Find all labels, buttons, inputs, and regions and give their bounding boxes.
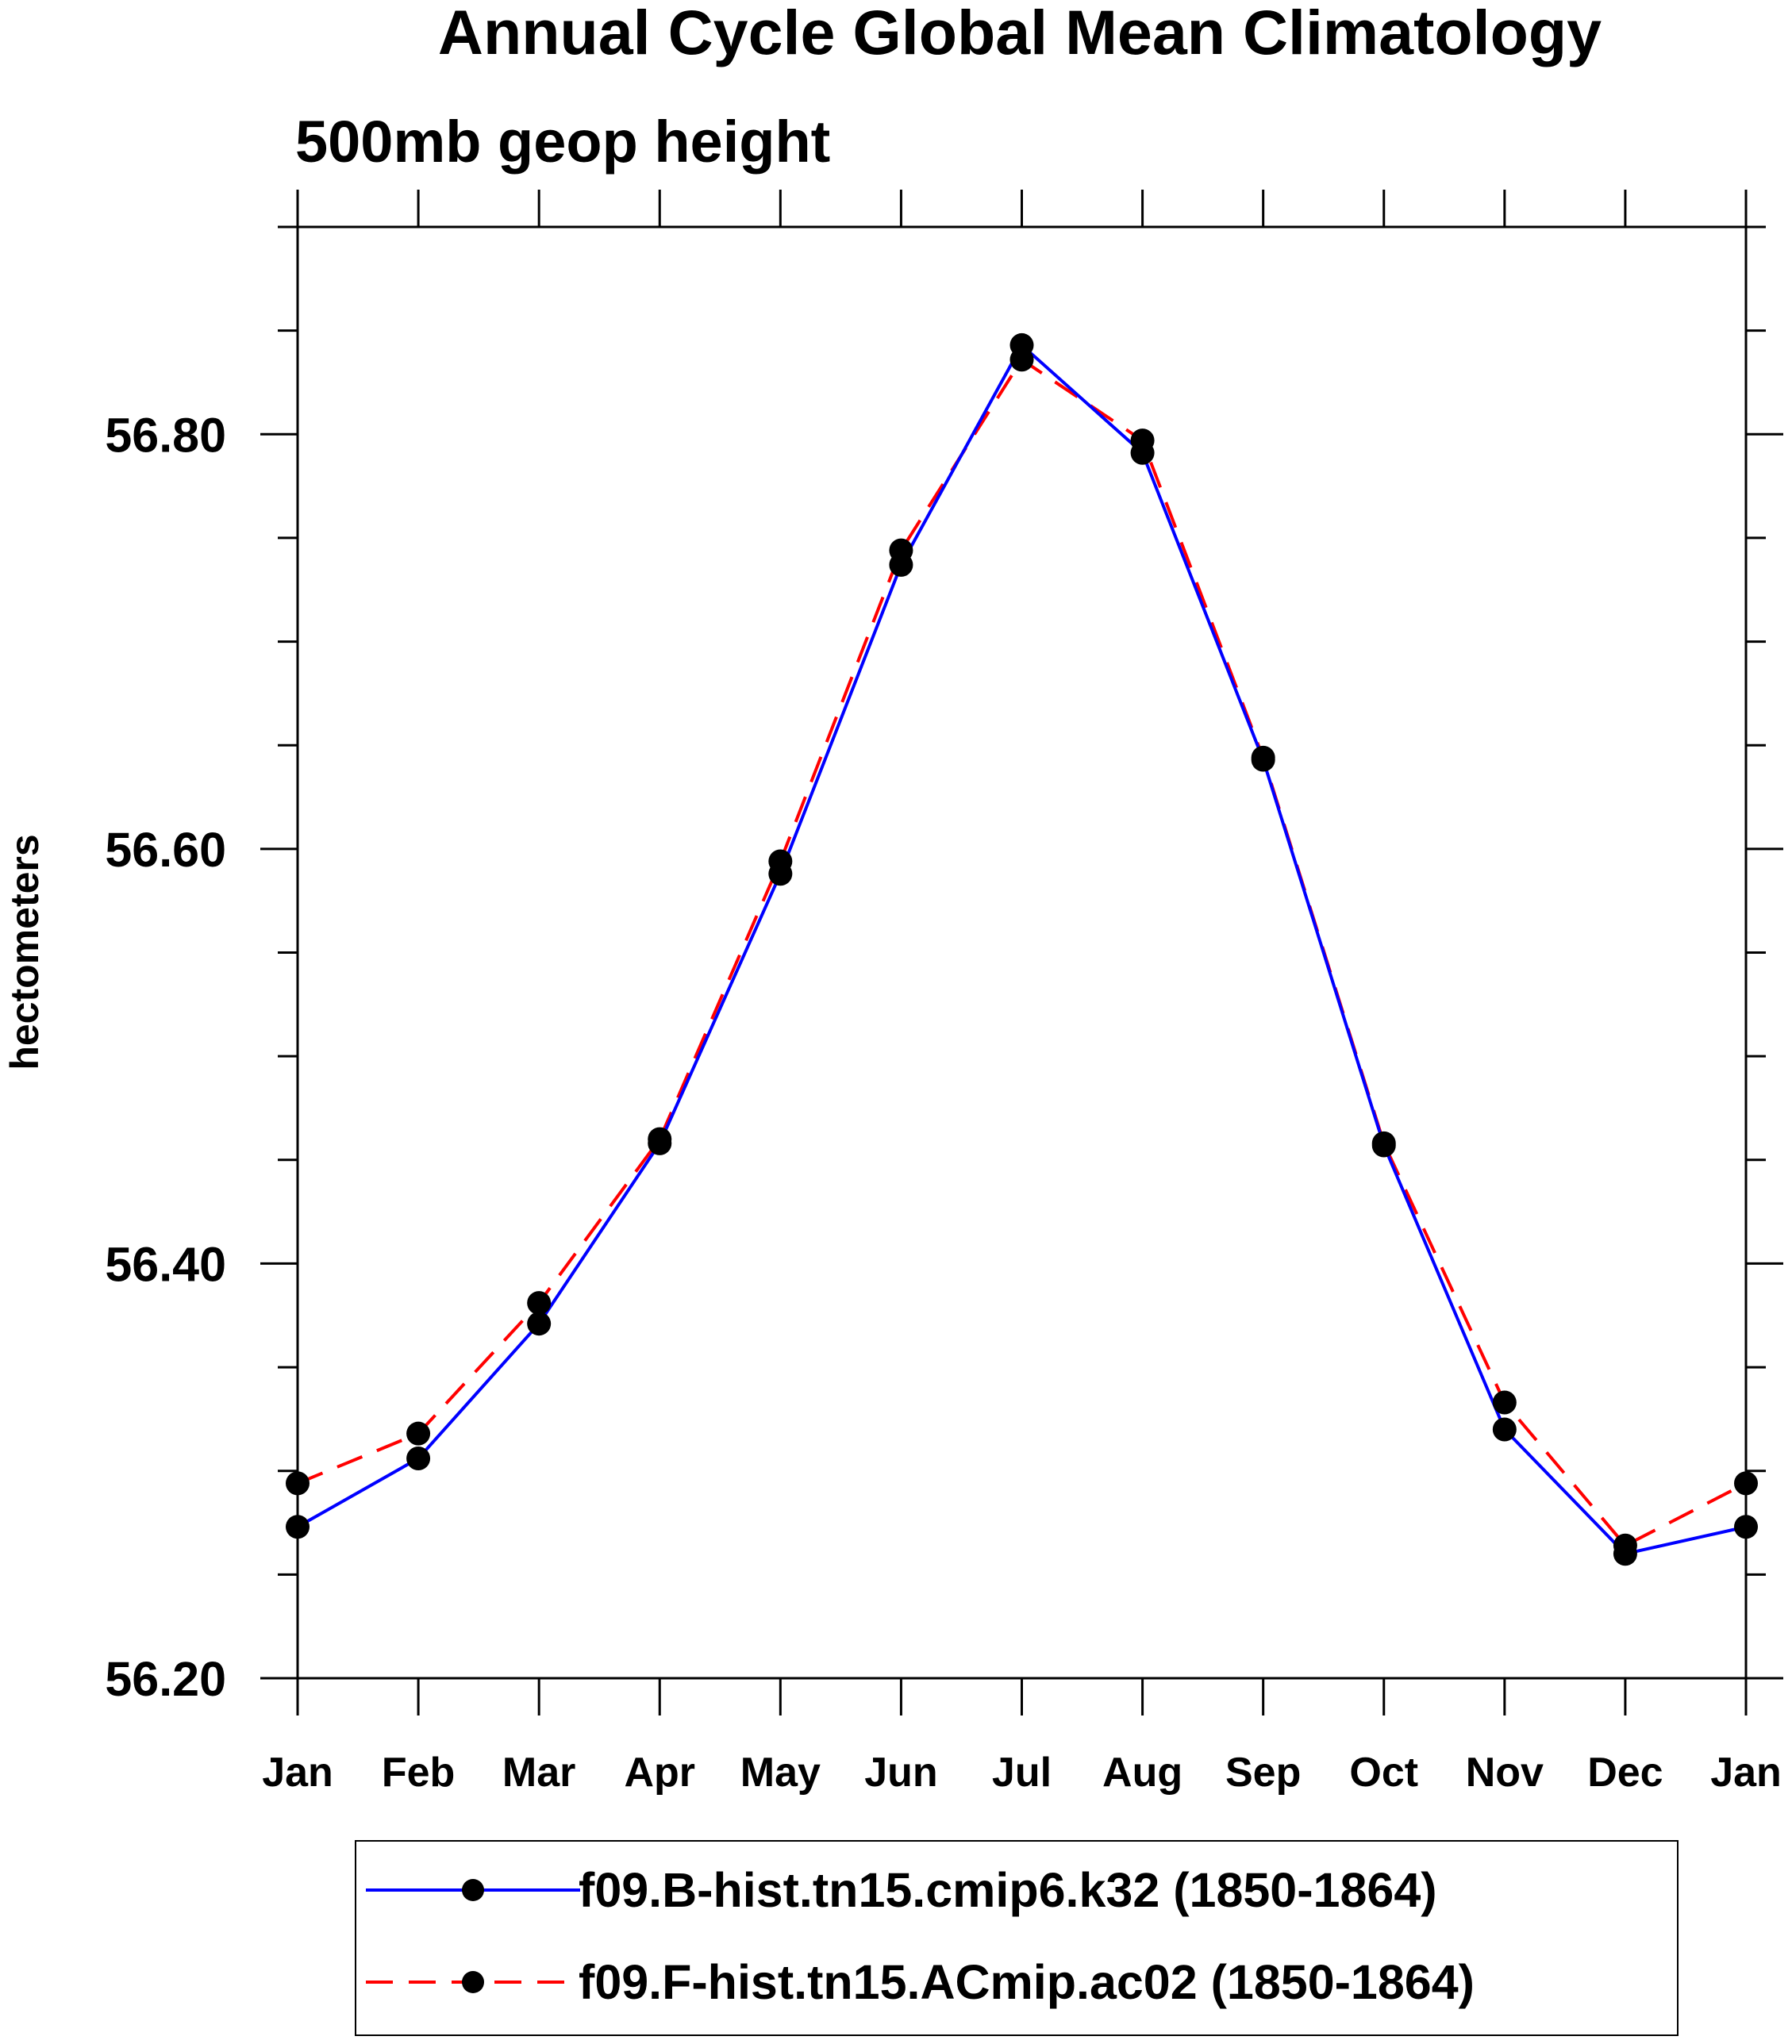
legend-label-series-1: f09.B-hist.tn15.cmip6.k32 (1850-1864) [579, 1863, 1437, 1917]
y-tick-label: 56.80 [105, 408, 226, 462]
series-layer [286, 332, 1758, 1566]
x-tick-label: Jan [262, 1750, 333, 1796]
x-tick-label: Apr [624, 1750, 695, 1796]
series-1-point [406, 1447, 431, 1471]
x-tick-label: Sep [1225, 1750, 1301, 1796]
x-tick-label: Mar [502, 1750, 575, 1796]
legend-item-series-1: f09.B-hist.tn15.cmip6.k32 (1850-1864) [356, 1846, 1677, 1934]
y-tick-labels: 56.20 56.40 56.60 56.80 [105, 408, 226, 1706]
x-tick-label: Jul [992, 1750, 1052, 1796]
series-2-point [286, 1471, 310, 1496]
legend-swatch-series-1 [366, 1879, 580, 1901]
x-tick-label: Dec [1587, 1750, 1663, 1796]
y-tick-label: 56.60 [105, 823, 226, 877]
series-1-point [1371, 1133, 1396, 1158]
x-tick-label: Nov [1466, 1750, 1544, 1796]
series-2-point [1734, 1471, 1758, 1496]
x-tick-label: Aug [1102, 1750, 1182, 1796]
series-1-point [527, 1312, 552, 1336]
chart-title: Annual Cycle Global Mean Climatology [438, 0, 1602, 67]
series-line-1 [297, 343, 1747, 1556]
axis-ticks [260, 190, 1783, 1716]
legend-label-series-2: f09.F-hist.tn15.ACmip.ac02 (1850-1864) [579, 1955, 1475, 2009]
x-tick-label: May [740, 1750, 821, 1796]
x-tick-label: Oct [1349, 1750, 1418, 1796]
series-line-2 [297, 358, 1747, 1547]
chart-subtitle: 500mb geop height [295, 109, 830, 175]
y-axis-label: hectometers [2, 834, 47, 1070]
y-tick-label: 56.20 [105, 1652, 226, 1706]
series-1-point [1734, 1515, 1758, 1539]
x-tick-labels: Jan Feb Mar Apr May Jun Jul Aug Sep Oct Nov Dec Jan [262, 1750, 1782, 1796]
x-tick-label: Jan [1710, 1750, 1782, 1796]
series-2-point [1492, 1390, 1517, 1415]
series-1-point [1130, 440, 1155, 465]
series-1-point [768, 862, 793, 886]
series-1-point [1492, 1417, 1517, 1442]
x-tick-label: Jun [864, 1750, 937, 1796]
series-1-point [1613, 1542, 1637, 1566]
legend: f09.B-hist.tn15.cmip6.k32 (1850-1864) f0… [355, 1840, 1679, 2036]
series-1-point [889, 552, 913, 577]
plot-frame [296, 225, 1748, 1680]
y-tick-label: 56.40 [105, 1237, 226, 1291]
series-1-point [1251, 747, 1275, 772]
x-tick-label: Feb [382, 1750, 455, 1796]
legend-swatch-series-2 [366, 1971, 580, 1993]
series-1-point [1009, 332, 1034, 357]
series-1-point [648, 1131, 672, 1155]
series-1-point [286, 1515, 310, 1539]
series-2-point [406, 1421, 431, 1446]
series-2-point [527, 1291, 552, 1316]
legend-item-series-2: f09.F-hist.tn15.ACmip.ac02 (1850-1864) [356, 1938, 1677, 2026]
